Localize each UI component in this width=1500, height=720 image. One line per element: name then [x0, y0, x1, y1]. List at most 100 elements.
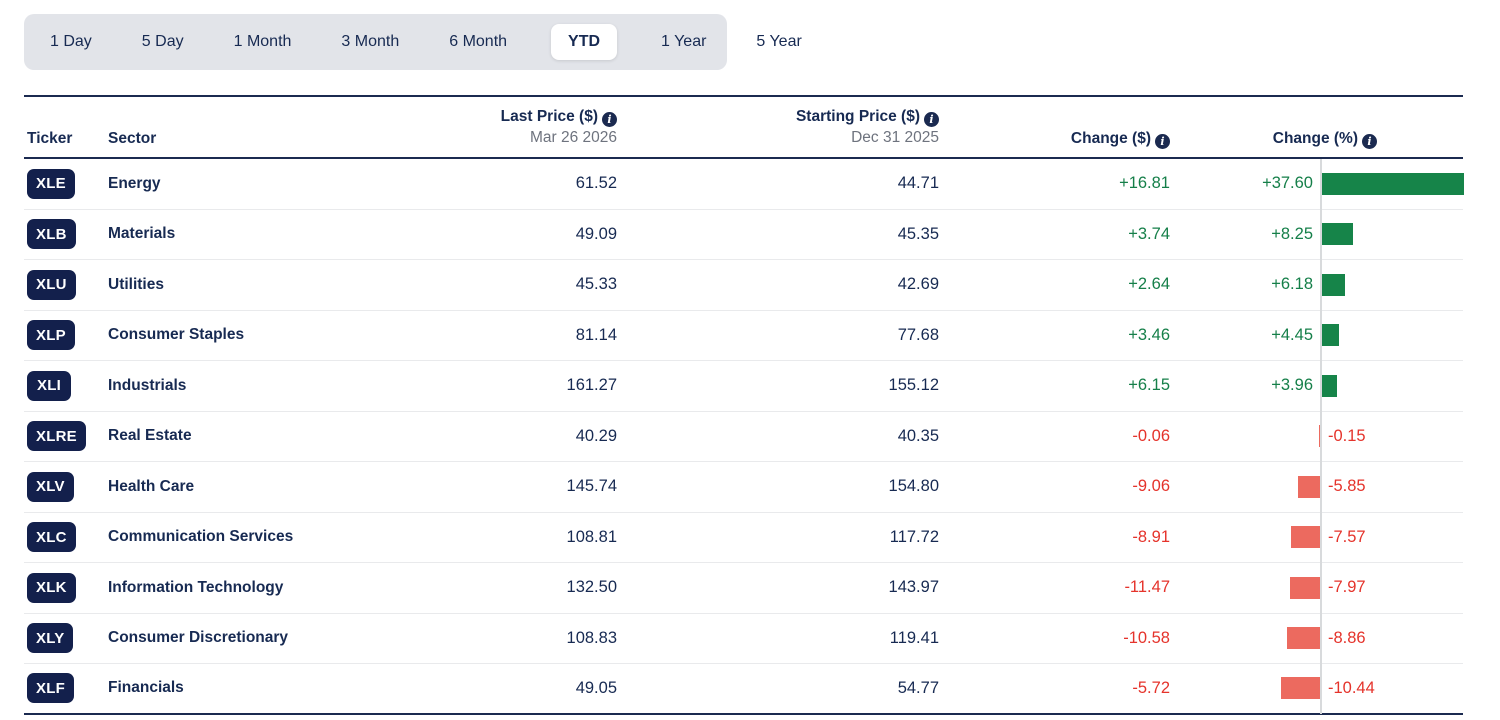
bar-chart-cell [1320, 411, 1463, 462]
starting-price-value: 40.35 [897, 426, 939, 445]
change-percent-value: -10.44 [1328, 678, 1375, 697]
info-icon[interactable]: i [924, 112, 939, 127]
ticker-badge[interactable]: XLP [27, 320, 75, 351]
table-row: XLP Consumer Staples 81.14 77.68 +3.46 +… [24, 310, 1463, 361]
change-percent-value: +37.60 [1262, 174, 1313, 193]
change-percent-bar [1298, 475, 1320, 498]
ticker-badge[interactable]: XLE [27, 168, 75, 199]
tab-6-month[interactable]: 6 Month [449, 33, 508, 50]
ticker-badge[interactable]: XLRE [27, 421, 86, 452]
last-price-value: 81.14 [575, 325, 617, 344]
tab-5-day[interactable]: 5 Day [141, 33, 184, 50]
change-percent-value: +3.96 [1271, 376, 1313, 395]
change-percent-bar [1291, 526, 1320, 549]
col-header-sector: Sector [108, 130, 157, 147]
change-percent-bar [1322, 374, 1337, 397]
change-dollar-value: -8.91 [1132, 527, 1170, 546]
starting-price-label: Starting Price ($) [795, 108, 920, 125]
change-percent-value: -5.85 [1328, 477, 1366, 496]
time-range-tabbar: 1 Day 5 Day 1 Month 3 Month 6 Month YTD 1 Year… [24, 14, 802, 70]
last-price-value: 49.05 [575, 678, 617, 697]
last-price-value: 45.33 [575, 275, 617, 294]
change-dollar-value: +2.64 [1128, 275, 1170, 294]
change-percent-value: -0.15 [1328, 426, 1366, 445]
ticker-badge[interactable]: XLY [27, 623, 74, 654]
ticker-badge[interactable]: XLV [27, 471, 74, 502]
bar-chart-cell [1320, 209, 1463, 260]
starting-price-value: 155.12 [888, 376, 939, 395]
last-price-value: 108.83 [566, 628, 617, 647]
change-dollar-value: +3.46 [1128, 325, 1170, 344]
col-header-change-percent: Change (%) i [1170, 128, 1463, 149]
bar-chart-cell [1320, 663, 1463, 714]
change-dollar-value: -0.06 [1132, 426, 1170, 445]
starting-price-value: 154.80 [888, 477, 939, 496]
col-header-change-dollar: Change ($) i [939, 128, 1170, 149]
ticker-badge[interactable]: XLB [27, 219, 76, 250]
starting-price-value: 119.41 [889, 628, 939, 647]
change-dollar-value: -10.58 [1123, 628, 1170, 647]
table-row: XLB Materials 49.09 45.35 +3.74 +8.25 [24, 209, 1463, 260]
change-percent-value: -8.86 [1328, 628, 1366, 647]
bar-chart-cell [1320, 461, 1463, 512]
change-percent-bar [1319, 425, 1320, 448]
info-icon[interactable]: i [1362, 134, 1377, 149]
change-percent-value: +6.18 [1271, 275, 1313, 294]
info-icon[interactable]: i [602, 112, 617, 127]
change-dollar-value: +3.74 [1128, 224, 1170, 243]
tab-3-month[interactable]: 3 Month [341, 33, 400, 50]
ticker-badge[interactable]: XLC [27, 522, 76, 553]
tab-1-day[interactable]: 1 Day [50, 33, 92, 50]
sector-performance-table: Ticker Sector Last Price ($) i Mar 26 202… [24, 95, 1464, 715]
col-header-last-price: Last Price ($) i Mar 26 2026 [393, 106, 617, 149]
col-header-starting-price: Starting Price ($) i Dec 31 2025 [617, 106, 939, 149]
tab-1-year[interactable]: 1 Year [661, 33, 707, 50]
tab-5-year[interactable]: 5 Year [756, 33, 802, 50]
sector-name: Industrials [108, 376, 187, 394]
ticker-badge[interactable]: XLU [27, 269, 76, 300]
starting-price-value: 44.71 [897, 174, 939, 193]
last-price-value: 49.09 [575, 224, 617, 243]
last-price-value: 145.74 [566, 477, 617, 496]
sector-name: Consumer Discretionary [108, 629, 289, 647]
change-percent-bar [1322, 223, 1353, 246]
ticker-badge[interactable]: XLI [27, 370, 71, 401]
ticker-badge[interactable]: XLF [27, 673, 74, 704]
table-row: XLF Financials 49.05 54.77 -5.72 -10.44 [24, 663, 1463, 715]
bar-chart-cell [1320, 158, 1463, 209]
bar-chart-cell [1320, 259, 1463, 310]
change-percent-label: Change (%) [1272, 130, 1358, 147]
bar-chart-cell [1320, 512, 1463, 563]
starting-price-value: 77.68 [897, 325, 939, 344]
ticker-badge[interactable]: XLK [27, 572, 76, 603]
last-price-value: 132.50 [566, 578, 617, 597]
last-price-label: Last Price ($) [500, 108, 598, 125]
table-body: XLE Energy 61.52 44.71 +16.81 +37.60 XLB… [24, 158, 1464, 715]
table-row: XLRE Real Estate 40.29 40.35 -0.06 -0.15 [24, 411, 1463, 462]
change-percent-bar [1290, 576, 1320, 599]
starting-price-value: 42.69 [897, 275, 939, 294]
starting-price-value: 143.97 [888, 578, 939, 597]
change-percent-bar [1322, 172, 1464, 195]
sector-name: Health Care [108, 477, 195, 495]
sector-name: Communication Services [108, 528, 294, 546]
table-row: XLK Information Technology 132.50 143.97… [24, 562, 1463, 614]
info-icon[interactable]: i [1155, 134, 1170, 149]
sector-name: Consumer Staples [108, 326, 245, 344]
last-price-date: Mar 26 2026 [529, 129, 617, 146]
table-row: XLE Energy 61.52 44.71 +16.81 +37.60 [24, 158, 1464, 210]
bar-chart-cell [1320, 360, 1463, 411]
starting-price-date: Dec 31 2025 [851, 129, 939, 146]
tab-1-month[interactable]: 1 Month [233, 33, 292, 50]
change-percent-bar [1287, 627, 1320, 650]
change-percent-bar [1322, 324, 1339, 347]
last-price-value: 108.81 [566, 527, 617, 546]
table-row: XLU Utilities 45.33 42.69 +2.64 +6.18 [24, 259, 1463, 311]
table-row: XLI Industrials 161.27 155.12 +6.15 +3.9… [24, 360, 1463, 412]
change-percent-value: -7.97 [1328, 578, 1366, 597]
table-row: XLV Health Care 145.74 154.80 -9.06 -5.8… [24, 461, 1463, 513]
table-row: XLY Consumer Discretionary 108.83 119.41… [24, 613, 1463, 664]
tab-ytd[interactable]: YTD [551, 24, 618, 60]
change-dollar-value: +6.15 [1128, 376, 1170, 395]
last-price-value: 40.29 [575, 426, 617, 445]
